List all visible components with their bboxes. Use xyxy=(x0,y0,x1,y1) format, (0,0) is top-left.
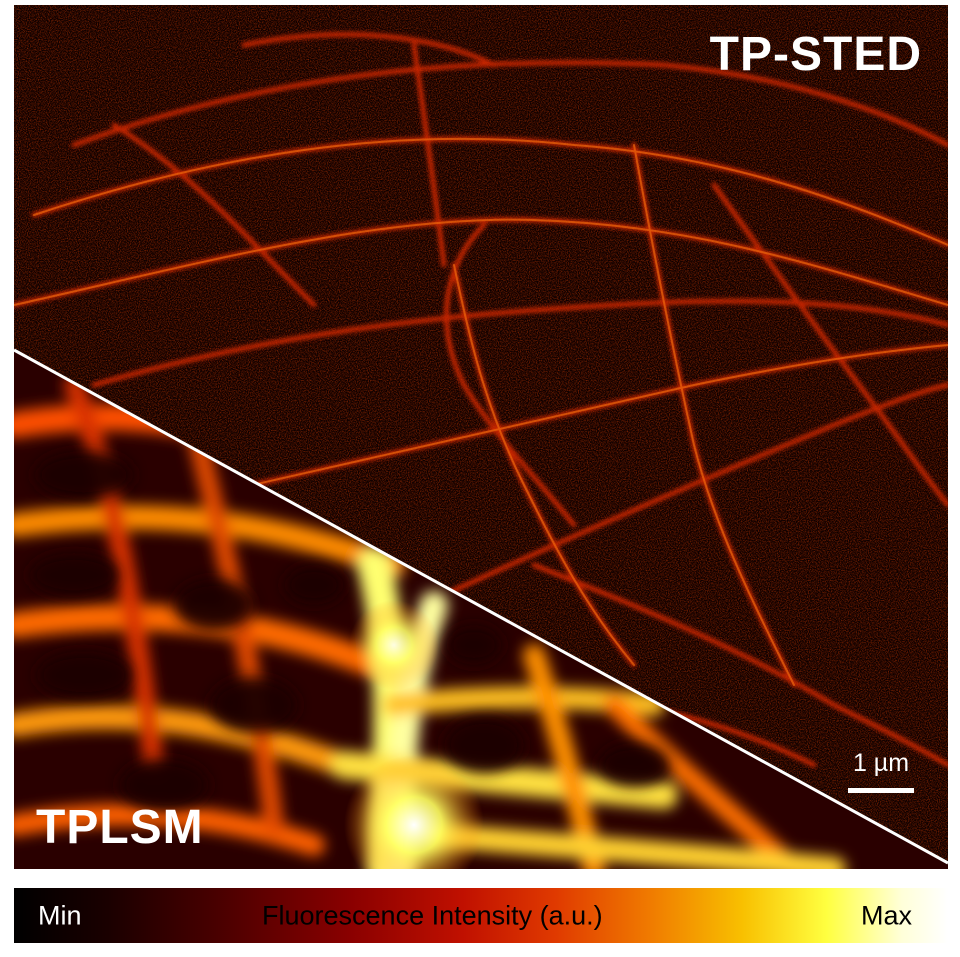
filament-image-svg xyxy=(14,5,948,869)
scale-bar-label: 1 µm xyxy=(852,749,910,777)
diagonal-divider xyxy=(14,348,948,865)
colorbar-max-label: Max xyxy=(860,900,912,930)
sted-region xyxy=(14,5,948,863)
colorbar-title: Fluorescence Intensity (a.u.) xyxy=(262,900,603,930)
intensity-colorbar: Min Fluorescence Intensity (a.u.) Max xyxy=(14,888,948,943)
tplsm-label: TPLSM xyxy=(36,801,204,854)
tp-sted-label: TP-STED xyxy=(709,28,922,81)
scale-bar-line xyxy=(848,788,914,793)
scale-bar: 1 µm xyxy=(848,749,914,793)
microscopy-image: TP-STED TPLSM 1 µm xyxy=(14,5,948,869)
colorbar-min-label: Min xyxy=(38,900,82,930)
